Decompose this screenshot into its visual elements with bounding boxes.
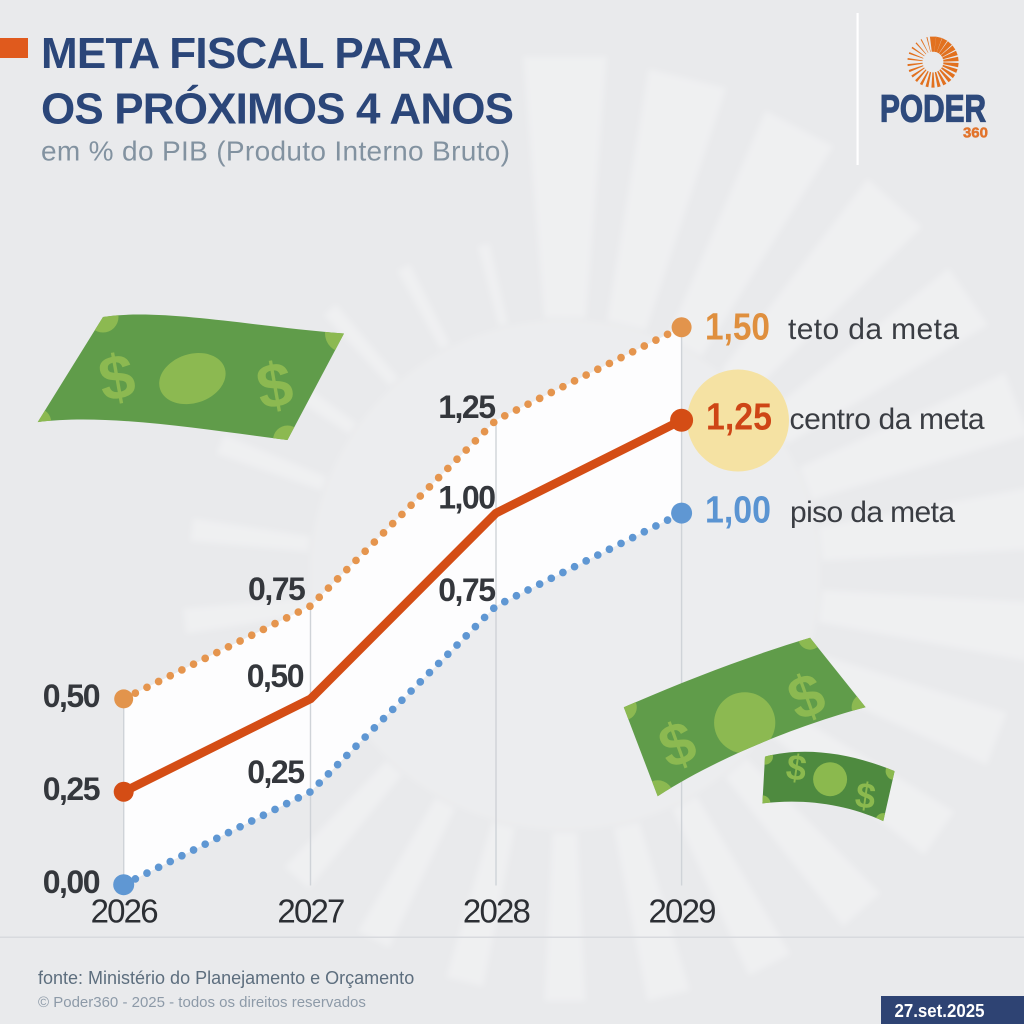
svg-text:0,25: 0,25 — [43, 771, 100, 807]
svg-text:piso da meta: piso da meta — [790, 496, 955, 529]
svg-text:0,75: 0,75 — [438, 572, 495, 608]
svg-text:0,00: 0,00 — [43, 864, 100, 900]
svg-text:2026: 2026 — [91, 893, 158, 930]
svg-text:0,50: 0,50 — [43, 678, 100, 714]
svg-text:1,25: 1,25 — [706, 396, 772, 438]
svg-text:PODER: PODER — [880, 89, 986, 131]
svg-text:1,50: 1,50 — [705, 306, 770, 348]
svg-text:em % do PIB (Produto Interno B: em % do PIB (Produto Interno Bruto) — [41, 136, 510, 167]
svg-text:0,25: 0,25 — [247, 754, 304, 790]
svg-text:2028: 2028 — [463, 893, 530, 930]
svg-text:27.set.2025: 27.set.2025 — [895, 1000, 985, 1021]
svg-text:0,50: 0,50 — [247, 658, 304, 694]
svg-text:fonte: Ministério do Planejame: fonte: Ministério do Planejamento e Orça… — [38, 968, 414, 988]
svg-text:teto da meta: teto da meta — [788, 313, 959, 346]
svg-text:centro da meta: centro da meta — [790, 403, 985, 436]
svg-text:360: 360 — [963, 125, 988, 142]
svg-text:META FISCAL PARA: META FISCAL PARA — [41, 29, 454, 78]
svg-text:2029: 2029 — [648, 893, 715, 930]
svg-text:1,00: 1,00 — [705, 489, 771, 531]
svg-text:0,75: 0,75 — [248, 571, 305, 607]
svg-text:1,00: 1,00 — [438, 480, 495, 516]
svg-text:1,25: 1,25 — [438, 389, 495, 425]
svg-text:OS PRÓXIMOS 4 ANOS: OS PRÓXIMOS 4 ANOS — [41, 84, 514, 134]
svg-text:© Poder360 - 2025 - todos os d: © Poder360 - 2025 - todos os direitos re… — [38, 994, 366, 1011]
svg-text:2027: 2027 — [277, 893, 344, 930]
